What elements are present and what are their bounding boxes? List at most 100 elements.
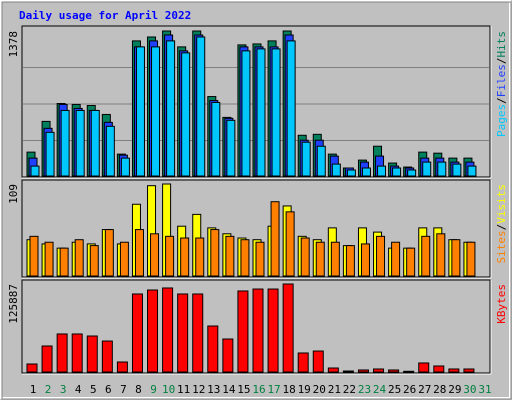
x-tick-label: 11 (177, 383, 190, 396)
bar (240, 239, 250, 277)
legend-entry: Visits (495, 184, 508, 224)
x-tick-label: 2 (45, 383, 52, 396)
bar (30, 165, 40, 177)
y-tick-label: 125887 (7, 284, 20, 324)
bar (360, 243, 370, 277)
bar (120, 157, 130, 177)
legend: Pages/Files/Hits (495, 31, 508, 137)
bar (195, 237, 205, 277)
bar (463, 368, 475, 373)
chart-title: Daily usage for April 2022 (19, 9, 191, 22)
bar (119, 241, 129, 277)
bar (71, 333, 83, 373)
bar (192, 293, 204, 373)
bar (44, 241, 54, 277)
x-tick-label: 15 (237, 383, 250, 396)
bar (104, 229, 114, 277)
bar (26, 363, 38, 373)
bar (436, 233, 446, 277)
legend-entry: Pages (495, 104, 508, 137)
legend-entry: KBytes (495, 284, 508, 324)
bar (90, 109, 100, 177)
y-tick-label: 109 (7, 184, 20, 204)
bar (226, 119, 236, 177)
bar (151, 46, 161, 177)
bar (346, 169, 356, 177)
bar (285, 211, 295, 277)
bar (41, 345, 53, 373)
bar (300, 237, 310, 277)
bar (162, 287, 174, 373)
x-tick-label: 6 (105, 383, 112, 396)
legend-separator: / (495, 58, 508, 65)
bar (225, 235, 235, 277)
bar (105, 125, 115, 177)
bar (237, 290, 249, 373)
bar (342, 370, 354, 373)
bar (286, 40, 296, 177)
bar (418, 362, 430, 373)
legend-separator: / (495, 97, 508, 104)
bar (255, 241, 265, 277)
bar (177, 293, 189, 373)
bar (388, 369, 400, 373)
bar (165, 235, 175, 277)
bar (45, 131, 55, 177)
bar (448, 368, 460, 373)
bar (241, 50, 251, 177)
x-tick-label: 23 (358, 383, 371, 396)
x-tick-label: 8 (135, 383, 142, 396)
bar (211, 101, 221, 177)
x-tick-label: 29 (448, 383, 461, 396)
bar (376, 235, 386, 277)
bar (56, 333, 68, 373)
legend-separator: / (495, 224, 508, 231)
bar (89, 245, 99, 277)
x-tick-label: 31 (478, 383, 491, 396)
bar (452, 163, 462, 177)
bar (166, 40, 176, 177)
bar (134, 229, 144, 277)
bar (377, 165, 387, 177)
x-tick-label: 24 (373, 383, 387, 396)
bar (373, 368, 385, 373)
bar (135, 46, 145, 177)
x-tick-label: 7 (120, 383, 127, 396)
bar (315, 241, 325, 277)
x-tick-label: 10 (162, 383, 175, 396)
bar (297, 352, 309, 373)
bar (196, 36, 206, 177)
bar (267, 288, 279, 373)
bar (301, 141, 311, 177)
x-tick-label: 25 (388, 383, 401, 396)
bar (327, 367, 339, 373)
bar (357, 369, 369, 373)
bar (181, 52, 191, 177)
bar (256, 48, 266, 177)
x-tick-label: 21 (328, 383, 341, 396)
bar (210, 229, 220, 277)
x-tick-label: 22 (343, 383, 356, 396)
bar (345, 245, 355, 277)
bar (60, 109, 70, 177)
legend: Sites/Visits (495, 184, 508, 264)
y-tick-label: 1378 (7, 31, 20, 58)
x-tick-label: 16 (252, 383, 265, 396)
bar (222, 338, 234, 373)
x-tick-label: 17 (267, 383, 280, 396)
bar (207, 325, 219, 373)
bar (392, 167, 402, 177)
bar (116, 361, 128, 373)
bar (437, 161, 447, 177)
x-tick-label: 1 (30, 383, 37, 396)
legend-entry: Hits (495, 31, 508, 58)
bar (270, 201, 280, 277)
bar (150, 233, 160, 277)
x-tick-label: 12 (192, 383, 205, 396)
bar (29, 235, 39, 277)
x-tick-label: 20 (313, 383, 326, 396)
bar (451, 239, 461, 277)
bar (271, 48, 281, 177)
